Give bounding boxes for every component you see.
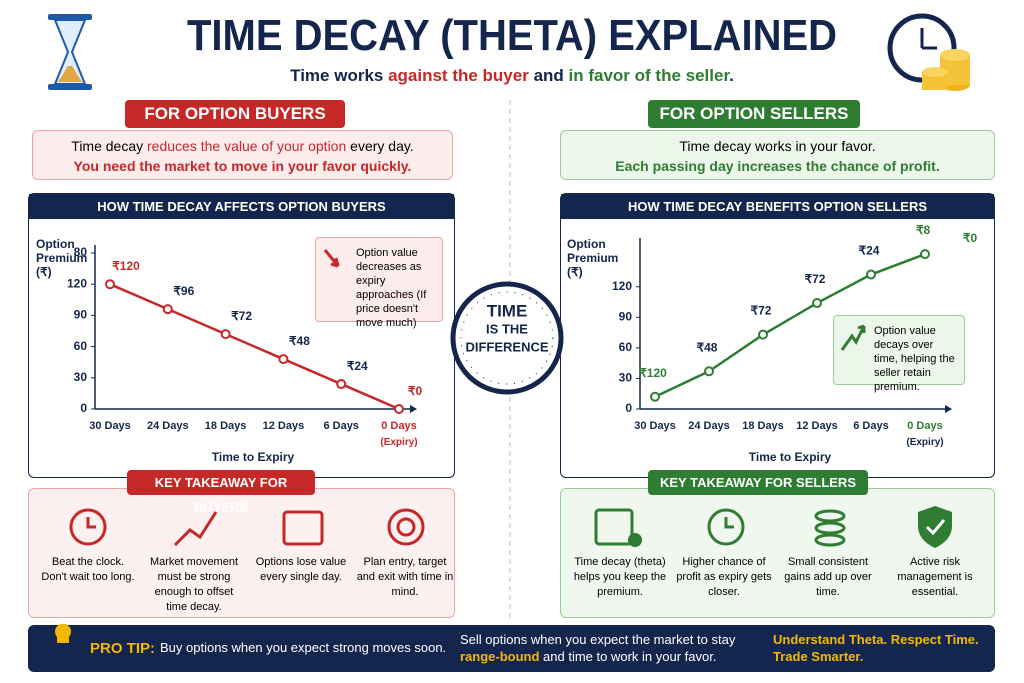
text: every day. — [346, 138, 414, 154]
text: Time decay — [71, 138, 148, 154]
pro-tip-buyer: Buy options when you expect strong moves… — [160, 640, 447, 655]
hourglass-icon — [48, 14, 92, 90]
takeaway: Plan entry, target and exit with time in… — [356, 556, 454, 598]
buyers-takeaway-title: KEY TAKEAWAY FOR BUYERS — [127, 470, 315, 515]
takeaway: Options lose value every single day. — [255, 556, 347, 583]
buyers-tab: FOR OPTION BUYERS — [125, 100, 345, 128]
text: range-bound — [460, 649, 540, 664]
takeaway: Beat the clock. Don't wait too long. — [41, 556, 135, 583]
takeaway: Time decay (theta) helps you keep the pr… — [573, 556, 667, 598]
takeaway: Market movement must be strong enough to… — [149, 556, 239, 613]
sellers-intro-box: Time decay works in your favor. Each pas… — [560, 130, 995, 180]
y-axis-title: Option Premium (₹) — [567, 237, 619, 279]
takeaway: Higher chance of profit as expiry gets c… — [676, 556, 772, 598]
sellers-intro2: Each passing day increases the chance of… — [615, 158, 940, 174]
pro-tip-label: PRO TIP: — [90, 640, 156, 657]
sellers-intro: Time decay works in your favor. — [679, 138, 876, 154]
text: and time to work in your favor. — [539, 649, 717, 664]
buyers-intro2: You need the market to move in your favo… — [73, 158, 412, 174]
callout-text: Option value decreases as expiry approac… — [356, 247, 427, 329]
takeaway: Small consistent gains add up over time. — [784, 556, 872, 598]
sellers-tab: FOR OPTION SELLERS — [648, 100, 860, 128]
text: reduces the value of your option — [147, 138, 347, 154]
center-text: DIFFERENCE — [465, 339, 548, 354]
pro-tip-bar: PRO TIP: Buy options when you expect str… — [28, 625, 995, 672]
text: and — [529, 66, 569, 85]
y-axis-title: Option Premium (₹) — [36, 237, 88, 279]
center-text: IS THE — [486, 321, 528, 336]
text: Sell options when you expect the market … — [460, 632, 736, 647]
text: Time works — [290, 66, 388, 85]
clock-coins-icon — [887, 13, 970, 91]
callout-text: Option value decays over time, helping t… — [874, 325, 955, 393]
sellers-callout: Option value decays over time, helping t… — [833, 315, 965, 393]
buyers-intro-box: Time decay reduces the value of your opt… — [32, 130, 453, 180]
pro-tip-closing: Understand Theta. Respect Time. Trade Sm… — [773, 632, 979, 664]
panel-title: HOW TIME DECAY BENEFITS OPTION SELLERS — [561, 194, 994, 219]
buyers-intro: Time decay reduces the value of your opt… — [33, 136, 452, 156]
sellers-takeaway-title: KEY TAKEAWAY FOR SELLERS — [648, 470, 868, 495]
title: TIME DECAY (THETA) EXPLAINED — [187, 11, 837, 60]
center-clock: TIME IS THE DIFFERENCE — [450, 281, 564, 395]
title-text: TIME DECAY (THETA) EXPLAINED — [187, 11, 837, 60]
sellers-takeaways — [560, 488, 995, 618]
panel-title: HOW TIME DECAY AFFECTS OPTION BUYERS — [29, 194, 454, 219]
subtitle: Time works against the buyer and in favo… — [290, 66, 734, 85]
center-text: TIME — [487, 301, 528, 320]
pro-tip-seller: Sell options when you expect the market … — [460, 631, 750, 665]
text: in favor of the seller — [569, 66, 731, 85]
buyers-callout: Option value decreases as expiry approac… — [315, 237, 443, 329]
text: against the buyer — [388, 66, 529, 85]
buyers-takeaways — [28, 488, 455, 618]
text: . — [729, 66, 734, 85]
takeaway-icons — [55, 506, 952, 643]
takeaway: Active risk management is essential. — [897, 556, 973, 598]
